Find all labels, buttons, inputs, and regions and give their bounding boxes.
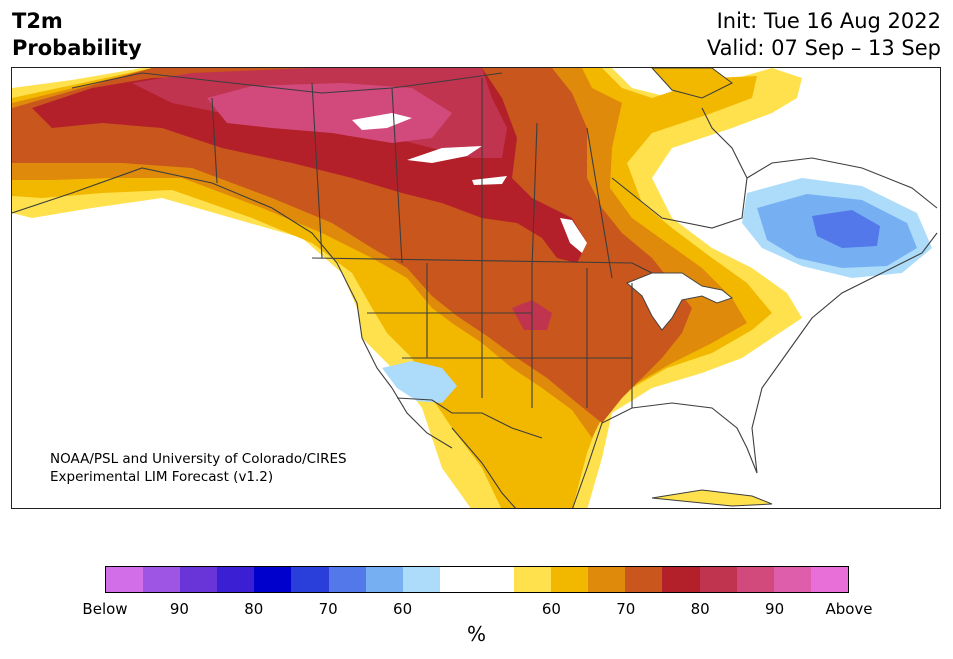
colorbar-segment (551, 567, 589, 592)
colorbar-segment (143, 567, 181, 592)
colorbar-segment (625, 567, 663, 592)
great-slave-lake (407, 146, 482, 163)
title-line-2: Probability (12, 36, 142, 60)
colorbar-segment (180, 567, 218, 592)
atlantic-coast (751, 232, 938, 474)
province-lines (211, 78, 613, 279)
colorbar-segment (662, 567, 700, 592)
colorbar-segment (476, 567, 515, 592)
baja-coast (391, 387, 453, 449)
colorbar-tick-label: 90 (169, 600, 189, 618)
colorbar-tick-label: 60 (541, 600, 561, 618)
colorbar-tick-label: 70 (318, 600, 338, 618)
colorbar-segment (291, 567, 329, 592)
colorbar-segment (810, 567, 848, 592)
cuba (651, 489, 773, 507)
state-lines (367, 263, 633, 408)
pacific-coast (12, 167, 393, 389)
forecast-dates: Init: Tue 16 Aug 2022 Valid: 07 Sep – 13… (707, 8, 941, 62)
init-date: Init: Tue 16 Aug 2022 (716, 9, 941, 33)
us-canada-border (311, 257, 653, 274)
region-above-90 (207, 83, 452, 143)
colorbar-tick-label: 60 (393, 600, 413, 618)
colorbar-segment (217, 567, 255, 592)
colorbar-segment (106, 567, 144, 592)
labrador-coast (746, 157, 938, 209)
map-title: T2m Probability (12, 8, 142, 62)
region-below-60-southwest (382, 361, 457, 403)
colorbar-segment (328, 567, 366, 592)
valid-dates: Valid: 07 Sep – 13 Sep (706, 36, 941, 60)
region-above-75 (12, 68, 692, 423)
credit-line-2: Experimental LIM Forecast (v1.2) (50, 469, 274, 485)
arctic-coast (71, 72, 503, 94)
lake-athabasca (472, 176, 507, 185)
hudson-bay-coast (611, 107, 748, 229)
colorbar-segment (773, 567, 811, 592)
colorbar-segment (514, 567, 552, 592)
borders (12, 72, 938, 508)
credit-text: NOAA/PSL and University of Colorado/CIRE… (50, 450, 347, 486)
colorbar-tick-label: Below (82, 600, 128, 618)
colorbar-segment (365, 567, 403, 592)
colorbar-segment (588, 567, 626, 592)
colorbar-segment (402, 567, 440, 592)
colorbar-segment (254, 567, 292, 592)
credit-line-1: NOAA/PSL and University of Colorado/CIRE… (50, 451, 347, 467)
colorbar-unit: % (466, 622, 486, 646)
colorbar-tick-label: 80 (244, 600, 264, 618)
greenland-tip (651, 68, 733, 99)
title-line-1: T2m (12, 9, 63, 33)
colorbar-tick-label: 70 (616, 600, 636, 618)
probability-map: NOAA/PSL and University of Colorado/CIRE… (11, 67, 941, 509)
mexico-west-coast (451, 427, 516, 508)
colorbar-segment (736, 567, 774, 592)
gulf-coast (572, 402, 758, 508)
colorbar-segment (439, 567, 477, 592)
colorbar-segment (699, 567, 737, 592)
lake-winnipeg (560, 218, 587, 253)
great-bear-lake (352, 113, 412, 130)
colorbar-tick-label: Above (825, 600, 873, 618)
colorbar-tick-label: 90 (765, 600, 785, 618)
us-mexico-border (396, 397, 543, 439)
colorbar-tick-label: 80 (690, 600, 710, 618)
colorbar (105, 566, 849, 593)
region-below-70-quebec (812, 210, 880, 248)
colorbar-labels: Below 90 80 70 60 60 70 80 90 Above (82, 600, 872, 618)
map-canvas (12, 68, 940, 508)
great-lakes (626, 272, 734, 331)
